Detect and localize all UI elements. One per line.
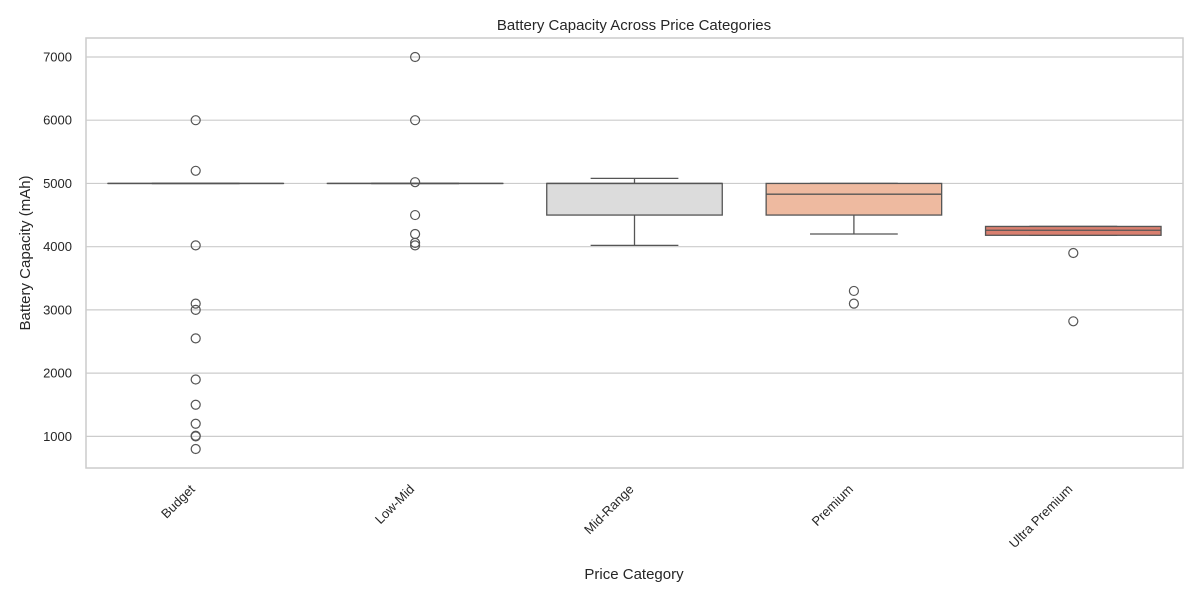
outlier-point — [410, 209, 421, 221]
outlier-point — [848, 298, 860, 309]
box-group — [984, 225, 1162, 327]
chart-title: Battery Capacity Across Price Categories — [497, 17, 771, 34]
outlier-point — [190, 399, 201, 410]
plot-frame — [85, 37, 1184, 469]
outlier-point — [1068, 316, 1079, 327]
y-tick-label: 2000 — [43, 366, 72, 381]
y-tick-label: 7000 — [43, 49, 72, 64]
outlier-point — [410, 115, 421, 126]
outlier-point — [410, 177, 421, 188]
outlier-point — [190, 115, 201, 126]
x-tick-label: Mid-Range — [581, 482, 637, 538]
outlier-point — [410, 237, 421, 248]
x-tick-label: Low-Mid — [372, 482, 417, 527]
x-tick-label: Budget — [158, 481, 198, 521]
grid-layer — [86, 56, 1183, 437]
x-axis-label: Price Category — [584, 566, 684, 583]
y-tick-label: 5000 — [43, 176, 72, 191]
outlier-point — [190, 240, 201, 251]
outlier-point — [190, 304, 201, 316]
box-group — [107, 115, 285, 455]
y-tick-labels: 1000 2000 3000 4000 5000 6000 7000 — [43, 49, 72, 443]
outlier-point — [190, 165, 201, 176]
box-group — [765, 182, 943, 309]
outlier-point — [190, 298, 201, 309]
box-group — [326, 51, 504, 251]
y-axis-label: Battery Capacity (mAh) — [17, 175, 34, 330]
x-tick-label: Ultra Premium — [1006, 482, 1075, 551]
box-iqr — [765, 182, 943, 216]
y-tick-label: 6000 — [43, 113, 72, 128]
outlier-point — [190, 374, 201, 385]
outlier-point — [1068, 247, 1079, 259]
y-tick-label: 1000 — [43, 429, 72, 444]
outlier-point — [410, 240, 421, 251]
outlier-point — [190, 431, 201, 442]
outlier-point — [190, 443, 201, 455]
y-tick-label: 4000 — [43, 239, 72, 254]
box-group — [546, 177, 723, 247]
outlier-point — [848, 285, 860, 297]
outlier-point — [190, 418, 201, 429]
boxes-layer — [107, 51, 1162, 455]
outlier-point — [410, 51, 421, 63]
y-tick-label: 3000 — [43, 302, 72, 317]
box-iqr — [546, 182, 723, 216]
x-tick-label: Premium — [809, 482, 856, 529]
outlier-point — [190, 333, 201, 344]
x-tick-labels: Budget Low-Mid Mid-Range Premium Ultra Premi… — [158, 481, 1075, 551]
outlier-point — [410, 228, 421, 240]
